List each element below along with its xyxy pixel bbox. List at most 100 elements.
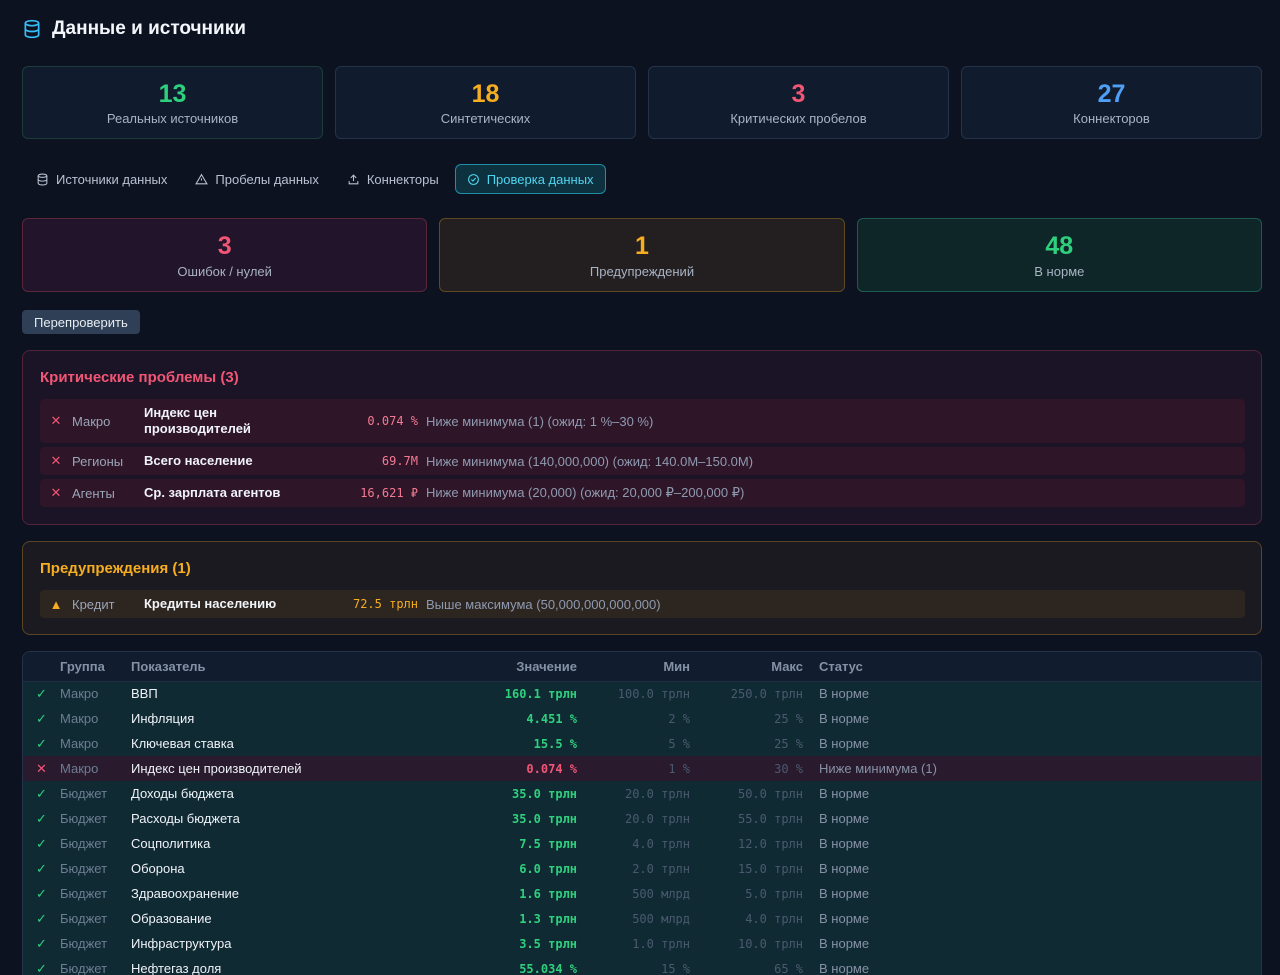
ok-check-icon: ✓ (36, 860, 47, 876)
summary-errors: 3 Ошибок / нулей (22, 218, 428, 292)
cell-max: 5.0 трлн (745, 886, 803, 901)
table-row[interactable]: ✓ Бюджет Оборона 6.0 трлн 2.0 трлн 15.0 трлн В… (23, 856, 1261, 881)
warnings-title: Предупреждения (1) (40, 560, 191, 577)
cell-name: Нефтегаз доля (131, 961, 222, 975)
recheck-button[interactable]: Перепроверить (22, 310, 140, 334)
issue-group: Кредит (72, 596, 115, 612)
cell-group: Макро (60, 686, 99, 702)
stat-label: Коннекторов (1073, 110, 1150, 126)
error-icon: ✕ (50, 485, 62, 500)
cell-name: Инфляция (131, 711, 195, 726)
cell-status: В норме (819, 936, 870, 951)
header-min[interactable]: Мин (577, 652, 690, 682)
cell-max: 25 % (774, 736, 803, 751)
ok-check-icon: ✓ (36, 810, 47, 826)
error-icon: ✕ (36, 760, 47, 776)
summary-value: 3 (217, 231, 232, 260)
issue-group: Регионы (72, 453, 124, 469)
tab-data-sources[interactable]: Источники данных (24, 164, 179, 194)
cell-value: 6.0 трлн (519, 861, 577, 876)
critical-item[interactable]: ✕ Агенты Ср. зарплата агентов 16,621 ₽ Н… (40, 479, 1245, 507)
warning-item[interactable]: ▲ Кредит Кредиты населению 72.5 трлн Выш… (40, 590, 1245, 618)
cell-min: 20.0 трлн (624, 811, 690, 826)
cell-min: 20.0 трлн (624, 786, 690, 801)
cell-max: 250.0 трлн (730, 686, 803, 701)
warnings-list: ▲ Кредит Кредиты населению 72.5 трлн Выш… (40, 590, 1245, 618)
table-row[interactable]: ✓ Бюджет Соцполитика 7.5 трлн 4.0 трлн 12.0 т… (23, 831, 1261, 856)
summary-ok: 48 В норме (856, 218, 1262, 292)
issue-name: Ср. зарплата агентов (144, 485, 281, 500)
database-icon (24, 19, 40, 39)
tab-label: Проверка данных (486, 171, 594, 187)
issue-group: Агенты (72, 485, 115, 501)
stats-row: 13 Реальных источников 18 Синтетических … (22, 66, 1262, 139)
summary-label: Предупреждений (589, 263, 695, 279)
header-max[interactable]: Макс (690, 652, 803, 682)
cell-name: Ключевая ставка (131, 736, 234, 751)
table-row[interactable]: ✕ Макро Индекс цен производителей 0.074 % 1 … (23, 756, 1261, 781)
tab-data-gaps[interactable]: Пробелы данных (183, 164, 330, 194)
cell-min: 2 % (668, 711, 690, 726)
issue-name: Индекс цен производителей (144, 405, 251, 436)
cell-value: 0.074 % (526, 761, 577, 776)
cell-group: Бюджет (60, 811, 108, 826)
cell-min: 5 % (668, 736, 690, 751)
table-row[interactable]: ✓ Бюджет Нефтегаз доля 55.034 % 15 % 65 % В но… (23, 956, 1261, 975)
cell-group: Макро (60, 711, 99, 726)
table-row[interactable]: ✓ Макро Ключевая ставка 15.5 % 5 % 25 % В норм… (23, 731, 1261, 756)
table-row[interactable]: ✓ Бюджет Расходы бюджета 35.0 трлн 20.0 трлн… (23, 806, 1261, 831)
cell-status: В норме (819, 811, 870, 826)
table-row[interactable]: ✓ Бюджет Образование 1.3 трлн 500 млрд 4.0 тр… (23, 906, 1261, 931)
stat-label: Критических пробелов (730, 110, 867, 126)
header-value[interactable]: Значение (421, 652, 577, 682)
summary-label: В норме (1034, 263, 1085, 279)
table-row[interactable]: ✓ Макро ВВП 160.1 трлн 100.0 трлн 250.0 трлн В… (23, 681, 1261, 706)
tab-label: Пробелы данных (215, 171, 319, 187)
header-name[interactable]: Показатель (131, 652, 421, 682)
cell-name: Инфраструктура (131, 936, 232, 951)
table-row[interactable]: ✓ Бюджет Доходы бюджета 35.0 трлн 20.0 трлн 5… (23, 781, 1261, 806)
cell-name: Оборона (131, 861, 185, 876)
table-row[interactable]: ✓ Макро Инфляция 4.451 % 2 % 25 % В норме (23, 706, 1261, 731)
cell-min: 500 млрд (632, 911, 690, 926)
cell-status: В норме (819, 836, 870, 851)
critical-issues-panel: Критические проблемы (3) ✕ Макро Индекс … (22, 350, 1262, 525)
header-status[interactable]: Статус (803, 652, 1261, 682)
cell-value: 4.451 % (526, 711, 577, 726)
cell-group: Бюджет (60, 936, 108, 951)
ok-check-icon: ✓ (36, 935, 47, 951)
critical-item[interactable]: ✕ Макро Индекс цен производителей 0.074 … (40, 399, 1245, 443)
cell-value: 7.5 трлн (519, 836, 577, 851)
issue-value: 72.5 трлн (352, 597, 418, 611)
critical-item[interactable]: ✕ Регионы Всего население 69.7M Ниже мин… (40, 447, 1245, 475)
table-row[interactable]: ✓ Бюджет Здравоохранение 1.6 трлн 500 млрд 5.… (23, 881, 1261, 906)
cell-max: 4.0 трлн (745, 911, 803, 926)
issue-value: 16,621 ₽ (360, 486, 418, 500)
cell-max: 30 % (774, 761, 803, 776)
cell-max: 10.0 трлн (737, 936, 803, 951)
stat-value: 18 (471, 79, 500, 108)
table-row[interactable]: ✓ Бюджет Инфраструктура 3.5 трлн 1.0 трлн 10.… (23, 931, 1261, 956)
tab-connectors[interactable]: Коннекторы (335, 164, 451, 194)
tab-data-validation[interactable]: Проверка данных (454, 164, 606, 194)
cell-group: Макро (60, 761, 99, 776)
ok-check-icon: ✓ (36, 710, 47, 726)
cell-name: Индекс цен производителей (131, 761, 302, 776)
cell-status: В норме (819, 786, 870, 801)
cell-max: 65 % (774, 961, 803, 975)
issue-message: Ниже минимума (20,000) (ожид: 20,000 ₽–2… (426, 485, 745, 500)
ok-check-icon: ✓ (36, 685, 47, 701)
stat-label: Реальных источников (106, 110, 239, 126)
table-header-row: Группа Показатель Значение Мин Макс Стат… (23, 652, 1261, 682)
cell-min: 2.0 трлн (632, 861, 690, 876)
cell-group: Бюджет (60, 786, 108, 801)
critical-title: Критические проблемы (3) (40, 369, 239, 386)
issue-name: Кредиты населению (144, 596, 277, 611)
warning-icon (195, 173, 209, 184)
issue-name: Всего население (144, 453, 253, 468)
header-group[interactable]: Группа (60, 652, 131, 682)
issue-value: 69.7M (381, 454, 418, 468)
ok-check-icon: ✓ (36, 735, 47, 751)
issue-message: Выше максимума (50,000,000,000,000) (426, 596, 661, 612)
stat-synthetic: 18 Синтетических (335, 66, 636, 139)
